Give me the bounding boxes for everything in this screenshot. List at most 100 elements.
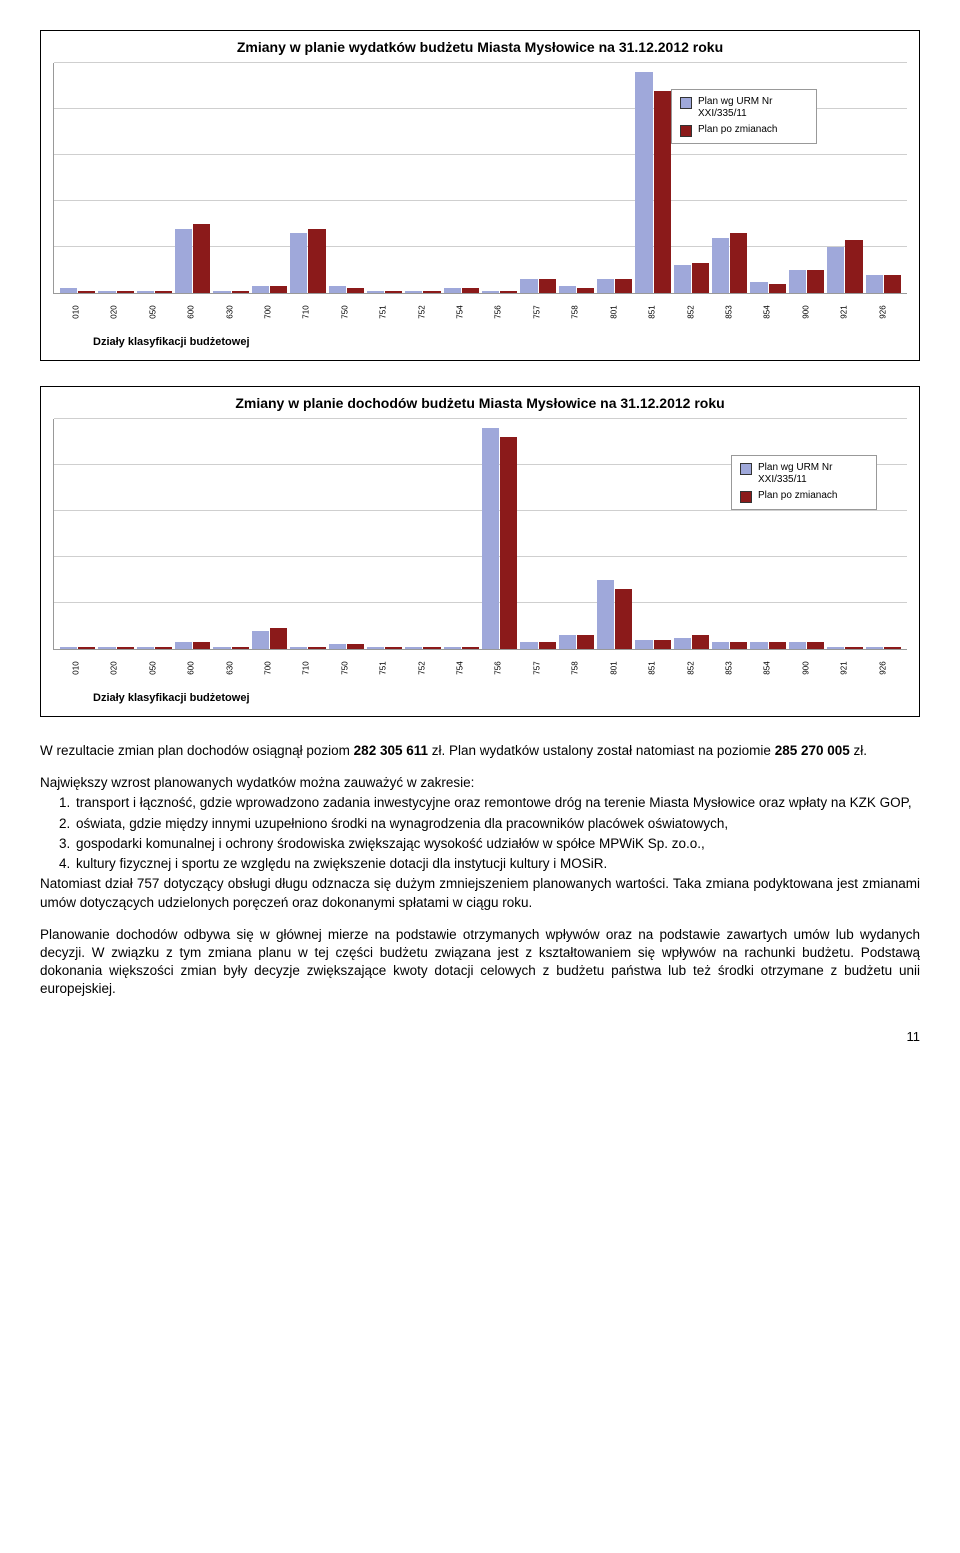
- bar-series-a: [252, 286, 269, 293]
- bar-series-a: [520, 279, 537, 293]
- x-tick-label: 700: [255, 294, 283, 329]
- bar-series-a: [213, 647, 230, 649]
- x-tick-label: 710: [293, 650, 321, 685]
- x-tick-label: 710: [293, 294, 321, 329]
- x-tick-label: 853: [716, 650, 744, 685]
- x-tick-label: 750: [332, 650, 360, 685]
- bar-series-b: [270, 286, 287, 293]
- chart2-xlabels: 0100200506006307007107507517527547567577…: [53, 650, 907, 682]
- x-tick-label: 758: [562, 650, 590, 685]
- bar-series-a: [98, 291, 115, 293]
- chart2-legend: Plan wg URM Nr XXI/335/11 Plan po zmiana…: [731, 455, 877, 510]
- x-tick-label: 757: [524, 294, 552, 329]
- bar-series-a: [367, 291, 384, 293]
- bar-series-a: [635, 640, 652, 649]
- x-tick-label: 752: [408, 650, 436, 685]
- x-tick-label: 900: [792, 294, 820, 329]
- x-tick-label: 854: [754, 294, 782, 329]
- bar-series-b: [769, 284, 786, 293]
- bar-series-a: [60, 647, 77, 649]
- x-tick-label: 756: [485, 294, 513, 329]
- bar-series-a: [750, 282, 767, 294]
- chart-wydatkow: Zmiany w planie wydatków budżetu Miasta …: [40, 30, 920, 361]
- x-tick-label: 600: [178, 294, 206, 329]
- x-tick-label: 752: [408, 294, 436, 329]
- bar-series-b: [385, 291, 402, 293]
- list-item: oświata, gdzie między innymi uzupełniono…: [74, 815, 920, 833]
- bar-series-b: [270, 628, 287, 649]
- bar-series-b: [423, 291, 440, 293]
- bar-series-b: [577, 288, 594, 293]
- bar-series-b: [347, 288, 364, 293]
- bar-series-a: [866, 275, 883, 293]
- bar-series-a: [750, 642, 767, 649]
- bar-series-b: [730, 642, 747, 649]
- x-tick-label: 757: [524, 650, 552, 685]
- chart2-title: Zmiany w planie dochodów budżetu Miasta …: [53, 395, 907, 411]
- bar-series-a: [290, 233, 307, 293]
- wydatki-list: transport i łączność, gdzie wprowadzono …: [40, 794, 920, 873]
- legend-swatch-b: [680, 125, 692, 137]
- bar-series-a: [444, 647, 461, 649]
- chart-dochodow: Zmiany w planie dochodów budżetu Miasta …: [40, 386, 920, 717]
- x-tick-label: 801: [600, 650, 628, 685]
- bar-series-b: [462, 647, 479, 649]
- x-tick-label: 010: [63, 294, 91, 329]
- page-number: 11: [40, 1029, 920, 1044]
- x-tick-label: 758: [562, 294, 590, 329]
- bar-series-a: [405, 647, 422, 649]
- bar-series-a: [98, 647, 115, 649]
- chart1-axis-title: Działy klasyfikacji budżetowej: [53, 336, 907, 348]
- bar-series-b: [845, 240, 862, 293]
- x-tick-label: 754: [447, 294, 475, 329]
- x-tick-label: 600: [178, 650, 206, 685]
- bar-series-b: [232, 291, 249, 293]
- x-tick-label: 751: [370, 294, 398, 329]
- bar-series-b: [539, 642, 556, 649]
- bar-series-a: [175, 642, 192, 649]
- legend-label-a: Plan wg URM Nr XXI/335/11: [698, 96, 808, 120]
- bar-series-b: [692, 635, 709, 649]
- bar-series-a: [329, 286, 346, 293]
- bar-series-b: [423, 647, 440, 649]
- bar-series-b: [769, 642, 786, 649]
- chart1-title: Zmiany w planie wydatków budżetu Miasta …: [53, 39, 907, 55]
- paragraph-2: Największy wzrost planowanych wydatków m…: [40, 774, 920, 792]
- bar-series-b: [539, 279, 556, 293]
- x-tick-label: 630: [216, 294, 244, 329]
- bar-series-a: [290, 647, 307, 649]
- bar-series-b: [692, 263, 709, 293]
- body-text: W rezultacie zmian plan dochodów osiągną…: [40, 742, 920, 999]
- bar-series-a: [674, 638, 691, 650]
- bar-series-a: [559, 286, 576, 293]
- bar-series-b: [232, 647, 249, 649]
- x-tick-label: 756: [485, 650, 513, 685]
- x-tick-label: 851: [639, 650, 667, 685]
- bar-series-b: [347, 644, 364, 649]
- bar-series-a: [329, 644, 346, 649]
- bar-series-a: [597, 279, 614, 293]
- legend-swatch-a: [740, 463, 752, 475]
- list-item: kultury fizycznej i sportu ze względu na…: [74, 855, 920, 873]
- bar-series-b: [385, 647, 402, 649]
- bar-series-a: [367, 647, 384, 649]
- bar-series-b: [730, 233, 747, 293]
- legend-swatch-a: [680, 97, 692, 109]
- bar-series-b: [577, 635, 594, 649]
- bar-series-a: [405, 291, 422, 293]
- chart1-legend: Plan wg URM Nr XXI/335/11 Plan po zmiana…: [671, 89, 817, 144]
- bar-series-a: [482, 291, 499, 293]
- legend-label-b: Plan po zmianach: [698, 124, 778, 136]
- legend-swatch-b: [740, 491, 752, 503]
- bar-series-a: [674, 265, 691, 293]
- paragraph-1: W rezultacie zmian plan dochodów osiągną…: [40, 742, 920, 760]
- bar-series-a: [827, 247, 844, 293]
- x-tick-label: 010: [63, 650, 91, 685]
- bar-series-b: [308, 229, 325, 293]
- bar-series-a: [60, 288, 77, 293]
- x-tick-label: 926: [869, 294, 897, 329]
- bar-series-a: [789, 642, 806, 649]
- chart1-xlabels: 0100200506006307007107507517527547567577…: [53, 294, 907, 326]
- bar-series-a: [559, 635, 576, 649]
- x-tick-label: 020: [101, 650, 129, 685]
